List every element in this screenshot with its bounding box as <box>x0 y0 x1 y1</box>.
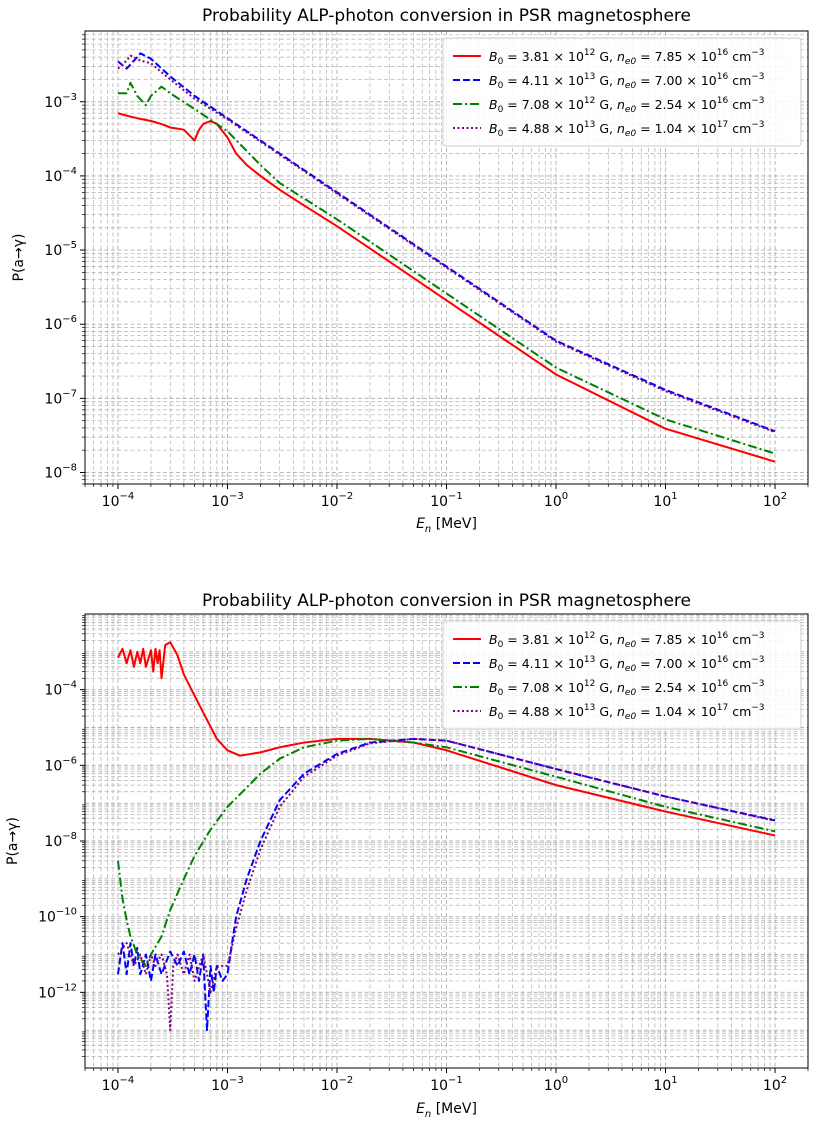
x-tick-label: 100 <box>544 491 568 510</box>
x-axis-label: En [MeV] <box>416 516 477 535</box>
x-tick-label: 101 <box>653 491 677 510</box>
y-tick-label: 10−4 <box>44 166 77 185</box>
x-tick-label: 102 <box>763 491 787 510</box>
legend-entry-3: B0 = 7.08 × 1012 G, ne0 = 2.54 × 1016 cm… <box>489 679 765 698</box>
y-tick-label: 10−5 <box>44 240 77 259</box>
x-tick-label: 10−3 <box>211 1075 244 1094</box>
chart-title: Probability ALP-photon conversion in PSR… <box>202 6 691 26</box>
series-line-2 <box>116 737 776 1032</box>
y-tick-label: 10−4 <box>44 680 77 699</box>
legend-entry-3: B0 = 7.08 × 1012 G, ne0 = 2.54 × 1016 cm… <box>489 96 765 115</box>
legend-entry-2: B0 = 4.11 × 1013 G, ne0 = 7.00 × 1016 cm… <box>489 72 765 91</box>
series-group <box>117 52 776 463</box>
y-tick-label: 10−6 <box>44 755 77 774</box>
x-axis: 10−4 10−3 10−2 10−1 100 101 102 <box>84 1068 809 1094</box>
y-tick-label: 10−8 <box>44 463 77 482</box>
legend-entry-1: B0 = 3.81 × 1012 G, ne0 = 7.85 × 1016 cm… <box>489 48 765 67</box>
x-tick-label: 10−2 <box>321 491 354 510</box>
chart-1: 10−4 10−3 10−2 10−1 100 101 10210−810−710−610−… <box>11 6 809 535</box>
series-group <box>116 641 776 1032</box>
x-tick-label: 102 <box>763 1075 787 1094</box>
y-axis-label: P(a→γ) <box>11 234 27 282</box>
x-tick-label: 101 <box>653 1075 677 1094</box>
legend-entry-2: B0 = 4.11 × 1013 G, ne0 = 7.00 × 1016 cm… <box>489 655 765 674</box>
y-tick-label: 10−6 <box>44 314 77 333</box>
x-tick-label: 10−1 <box>430 1075 463 1094</box>
legend: B0 = 3.81 × 1012 G, ne0 = 7.85 × 1016 cm… <box>442 620 802 730</box>
series-line-4 <box>117 54 776 434</box>
legend-entry-4: B0 = 4.88 × 1013 G, ne0 = 1.04 × 1017 cm… <box>489 120 765 139</box>
chart-2: 10−4 10−3 10−2 10−1 100 101 10210−1210−1010−81… <box>5 591 809 1120</box>
y-axis: 10−8 10−7 10−6 10−5 10−4 10−3 <box>44 34 85 485</box>
y-tick-label: 10−8 <box>44 831 77 850</box>
y-axis: 10−12 10−10 10−8 10−6 10−4 <box>38 615 85 1057</box>
legend: B0 = 3.81 × 1012 G, ne0 = 7.85 × 1016 cm… <box>442 37 802 147</box>
y-tick-label: 10−10 <box>38 907 77 926</box>
x-axis: 10−4 10−3 10−2 10−1 100 101 102 <box>84 484 809 510</box>
series-line-3 <box>117 81 776 455</box>
x-tick-label: 10−4 <box>102 1075 135 1094</box>
y-tick-label: 10−7 <box>44 388 77 407</box>
legend-entry-1: B0 = 3.81 × 1012 G, ne0 = 7.85 × 1016 cm… <box>489 631 765 650</box>
x-tick-label: 100 <box>544 1075 568 1094</box>
x-tick-label: 10−3 <box>211 491 244 510</box>
x-axis-label: En [MeV] <box>416 1101 477 1120</box>
series-line-3 <box>116 737 776 967</box>
x-tick-label: 10−1 <box>430 491 463 510</box>
y-tick-label: 10−3 <box>44 92 77 111</box>
x-tick-label: 10−2 <box>321 1075 354 1094</box>
x-tick-label: 10−4 <box>102 491 135 510</box>
y-axis-label: P(a→γ) <box>5 817 21 865</box>
legend-entry-4: B0 = 4.88 × 1013 G, ne0 = 1.04 × 1017 cm… <box>489 703 765 722</box>
legend-box <box>442 620 802 730</box>
legend-box <box>442 37 802 147</box>
chart-title: Probability ALP-photon conversion in PSR… <box>202 591 691 611</box>
y-tick-label: 10−12 <box>38 982 77 1001</box>
series-line-4 <box>117 737 776 1032</box>
